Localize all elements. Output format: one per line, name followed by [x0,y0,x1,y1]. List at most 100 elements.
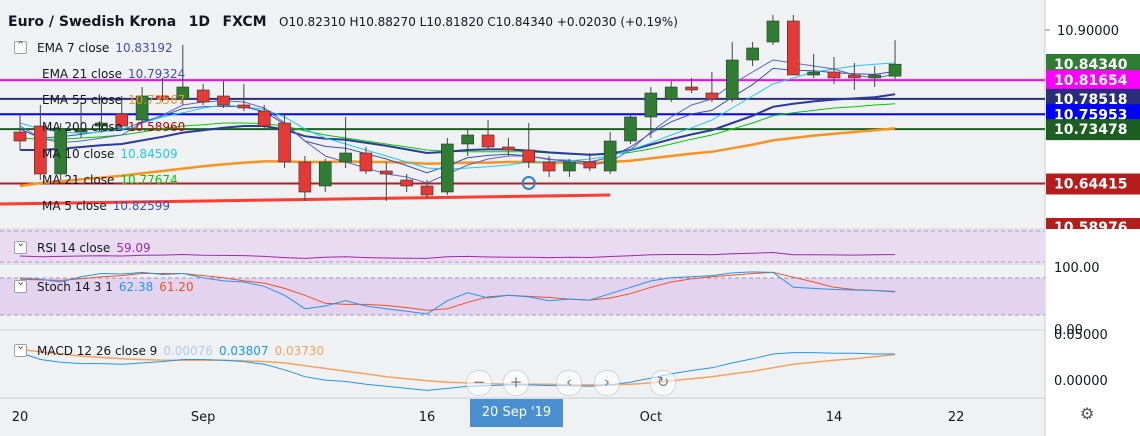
legend-ma10[interactable]: MA 10 close 10.84509 [42,147,178,161]
candle-body [278,122,291,163]
collapse-pane-icon[interactable] [14,236,27,254]
candle-body [746,47,759,61]
legend-stoch[interactable]: Stoch 14 3 1 62.38 61.20 [14,275,194,294]
macd-tick-label: 0.00000 [1054,374,1108,389]
stoch-tick-label: 0.00 [1054,323,1083,338]
legend-value: 10.83192 [115,41,173,55]
series-line-ema7 [19,67,896,174]
candle-body [705,92,719,100]
candle-body [848,74,861,79]
candle-body [318,161,332,187]
macd-signal-line [19,348,896,386]
legend-ma21[interactable]: MA 21 close 10.77674 [42,173,178,187]
collapse-legend-icon[interactable] [14,39,27,54]
candle-body [74,128,88,133]
candle-body [502,146,515,151]
legend-macd[interactable]: MACD 12 26 close 9 0.00076 0.03807 0.03730 [14,339,325,358]
time-tick-label: 22 [948,410,965,425]
interval-label[interactable]: 1D [188,14,211,30]
candle-body [34,125,47,175]
rsi-line [19,251,896,259]
series-line-ma10 [19,62,896,170]
time-tick-label: Oct [640,410,662,425]
time-tick-label: 16 [419,410,436,425]
legend-label: Stoch 14 3 1 [37,280,113,294]
legend-value: 59.09 [116,241,151,255]
gear-icon[interactable]: ⚙ [1080,404,1095,423]
candle-body [481,134,495,148]
scroll-right-button[interactable]: › [594,370,620,396]
crosshair-marker [521,176,536,190]
candle-body [135,95,149,121]
candle-body [176,86,190,100]
candle-body [54,128,68,175]
scroll-left-button[interactable]: ‹ [556,370,582,396]
candle-body [420,185,434,196]
macd-line [19,352,896,391]
zoom-in-button[interactable]: + [503,370,529,396]
legend-value: 0.03730 [274,344,325,358]
price-badge [1046,173,1140,195]
candle-body [644,92,658,118]
candle-body [156,95,169,100]
time-tick-label: 14 [826,410,843,425]
candle-body [217,95,230,106]
legend-label: MA 5 close [42,199,107,213]
candle-body [115,113,129,127]
candle-body [441,143,454,193]
price-badge [1046,70,1140,92]
candle-body [583,161,597,169]
price-tick-label: 10.90000 [1057,24,1119,39]
series-line-ema21 [20,93,896,156]
candle-body [888,63,902,77]
legend-label: EMA 7 close [37,41,110,55]
candle-body [542,161,556,172]
symbol-name[interactable]: Euro / Swedish Krona [8,14,177,30]
candle-body [359,152,373,172]
stoch-k-line [19,271,896,315]
price-badge [1046,119,1140,141]
legend-label: MA 21 close [42,173,115,187]
legend-value: 10.82599 [112,199,170,213]
legend-value: 61.20 [159,280,194,294]
price-badge-label: 10.78518 [1054,92,1128,108]
candle-body [766,20,780,43]
candle-body [339,152,352,163]
legend-ma200[interactable]: MA 200 close 10.58960 [42,120,185,134]
candle-body [786,20,800,76]
candle-body [563,161,576,172]
candle-body [624,116,637,142]
data-source: FXCM [222,14,267,30]
collapse-pane-icon[interactable] [14,339,27,357]
time-tick-label: Sep [191,410,216,425]
legend-rsi[interactable]: RSI 14 close 59.09 [14,236,151,255]
legend-ma5[interactable]: MA 5 close 10.82599 [42,199,170,213]
candle-body [400,179,413,187]
price-badge-label: 10.84340 [1054,57,1128,73]
candle-body [95,122,108,127]
reset-chart-button[interactable]: ↻ [650,370,676,396]
legend-ema55[interactable]: EMA 55 close 10.73567 [42,93,185,107]
legend-value: 0.00076 [163,344,213,358]
candle-body [868,74,882,79]
candle-body [685,86,698,91]
legend-label: RSI 14 close [37,241,111,255]
legend-label: MA 10 close [42,147,115,161]
legend-ema7[interactable]: EMA 7 close 10.83192 [14,39,173,55]
legend-value: 10.79324 [127,67,186,81]
crosshair-date-label: 20 Sep '19 [470,399,563,427]
zoom-out-button[interactable]: − [466,370,492,396]
collapse-pane-icon[interactable] [14,275,27,293]
legend-label: EMA 21 close [42,67,122,81]
legend-label: EMA 55 close [42,93,122,107]
legend-label: MACD 12 26 close 9 [37,344,158,358]
legend-value: 10.73567 [127,93,186,107]
ohlc-values: O10.82310 H10.88270 L10.81820 C10.84340 … [279,15,678,29]
stoch-tick-label: 100.00 [1054,261,1100,276]
rsi-band [0,229,1045,264]
legend-value: 10.77674 [120,173,178,187]
legend-ema21[interactable]: EMA 21 close 10.79324 [42,67,185,81]
candle-body [603,140,617,172]
price-badge-label: 10.81654 [1054,73,1128,89]
